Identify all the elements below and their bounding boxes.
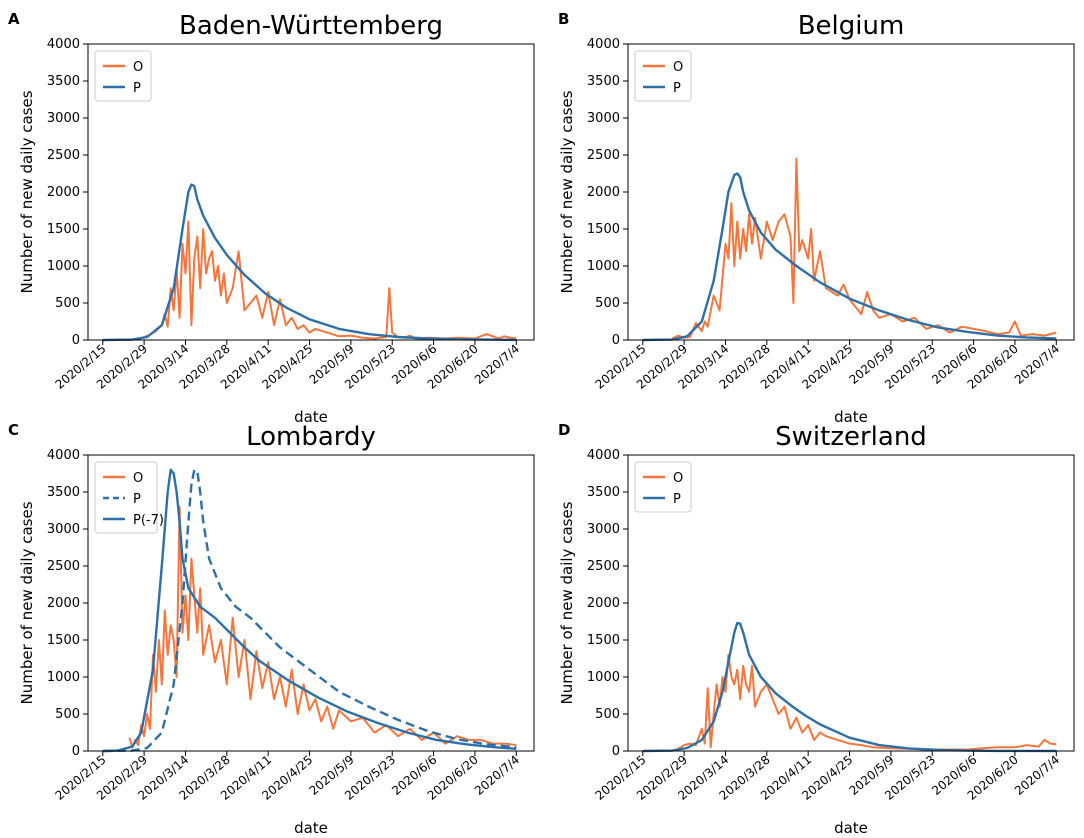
- y-tick-label: 2500: [587, 148, 620, 163]
- series-line-p: [102, 468, 517, 753]
- series-line-p: [642, 172, 1057, 342]
- legend-entry-label: P: [673, 81, 681, 96]
- x-axis-label: date: [834, 408, 868, 426]
- y-tick-label: 3500: [587, 485, 620, 500]
- y-tick-label: 500: [55, 707, 80, 722]
- legend-entry-label: P: [133, 492, 141, 507]
- legend: OP: [94, 50, 152, 102]
- axes-frame: [627, 454, 1075, 752]
- y-tick-label: 1000: [587, 670, 620, 685]
- y-tick-label: 1500: [587, 222, 620, 237]
- axes-frame: [87, 43, 535, 341]
- x-axis-label: date: [294, 819, 328, 837]
- x-axis-label: date: [834, 819, 868, 837]
- legend-box: [634, 461, 692, 513]
- x-tick-label: 2020/7/4: [1012, 342, 1062, 387]
- y-tick-label: 3000: [587, 111, 620, 126]
- legend: OP P(-7): [94, 461, 164, 534]
- y-axis-label: Number of new daily cases: [18, 90, 36, 293]
- y-tick-label: 0: [612, 744, 620, 759]
- x-tick-label: 2020/7/4: [472, 753, 522, 798]
- y-tick-label: 3500: [47, 485, 80, 500]
- legend-entry-label: O: [133, 60, 143, 75]
- y-tick-label: 1500: [47, 633, 80, 648]
- y-tick-label: 4000: [587, 448, 620, 463]
- y-tick-label: 2000: [587, 185, 620, 200]
- panel-lombardy: C Lombardy 0 500 1000 1500 2000 2500 3000 3500 4…: [8, 421, 535, 837]
- y-tick-label: 1000: [47, 670, 80, 685]
- y-tick-label: 2000: [587, 596, 620, 611]
- y-tick-label: 1000: [47, 259, 80, 274]
- chart-title: Baden-Württemberg: [179, 11, 443, 41]
- chart-title: Lombardy: [246, 422, 376, 452]
- y-axis-label: Number of new daily cases: [558, 501, 576, 704]
- y-tick-label: 1500: [47, 222, 80, 237]
- y-tick-label: 500: [595, 296, 620, 311]
- y-tick-label: 3500: [47, 74, 80, 89]
- y-tick-label: 1500: [587, 633, 620, 648]
- panel-belgium: B Belgium 0 500 1000 1500 2000 2500 3000 3500 40…: [558, 10, 1075, 426]
- legend-entry-label: O: [133, 471, 143, 486]
- legend: OP: [634, 461, 692, 513]
- y-axis-label: Number of new daily cases: [558, 90, 576, 293]
- y-tick-label: 500: [595, 707, 620, 722]
- chart-title: Belgium: [798, 11, 905, 41]
- y-tick-label: 3000: [47, 111, 80, 126]
- y-tick-label: 0: [612, 333, 620, 348]
- y-tick-label: 2500: [47, 148, 80, 163]
- legend-entry-label: O: [673, 471, 683, 486]
- series-line-o: [666, 653, 1057, 752]
- y-tick-label: 4000: [47, 448, 80, 463]
- legend-entry-label: P: [673, 492, 681, 507]
- x-axis-label: date: [294, 408, 328, 426]
- series-line-o: [671, 157, 1057, 340]
- x-tick-label: 2020/7/4: [1012, 753, 1062, 798]
- series-line-p7: [102, 468, 517, 753]
- legend-entry-label: O: [673, 60, 683, 75]
- y-tick-label: 3000: [587, 522, 620, 537]
- y-tick-label: 500: [55, 296, 80, 311]
- chart-title: Switzerland: [775, 422, 927, 452]
- legend: OP: [634, 50, 692, 102]
- x-tick-label: 2020/7/4: [472, 342, 522, 387]
- legend-box: [94, 461, 158, 534]
- legend-entry-label: P: [133, 81, 141, 96]
- legend-entry-label: P(-7): [133, 513, 164, 528]
- series-line-o: [128, 505, 517, 749]
- y-tick-label: 1000: [587, 259, 620, 274]
- y-tick-label: 2500: [587, 559, 620, 574]
- y-tick-label: 3500: [587, 74, 620, 89]
- panel-label: A: [8, 10, 20, 28]
- y-tick-label: 2000: [47, 596, 80, 611]
- legend-box: [634, 50, 692, 102]
- y-tick-label: 4000: [587, 37, 620, 52]
- y-tick-label: 2000: [47, 185, 80, 200]
- y-tick-label: 0: [72, 333, 80, 348]
- panel-label: D: [558, 421, 570, 439]
- y-tick-label: 3000: [47, 522, 80, 537]
- y-tick-label: 4000: [47, 37, 80, 52]
- panel-switzerland: D Switzerland 0 500 1000 1500 2000 2500 3000 35…: [558, 421, 1075, 837]
- panel-label: C: [8, 421, 19, 439]
- axes-frame: [627, 43, 1075, 341]
- y-tick-label: 2500: [47, 559, 80, 574]
- legend-box: [94, 50, 152, 102]
- y-tick-label: 0: [72, 744, 80, 759]
- series-line-p: [642, 621, 1057, 753]
- series-line-p: [102, 183, 517, 342]
- y-axis-label: Number of new daily cases: [18, 501, 36, 704]
- panel-label: B: [558, 10, 569, 28]
- panel-baden-wuerttemberg: A Baden-Württemberg 0 500 1000 1500 2000 2500…: [8, 10, 535, 426]
